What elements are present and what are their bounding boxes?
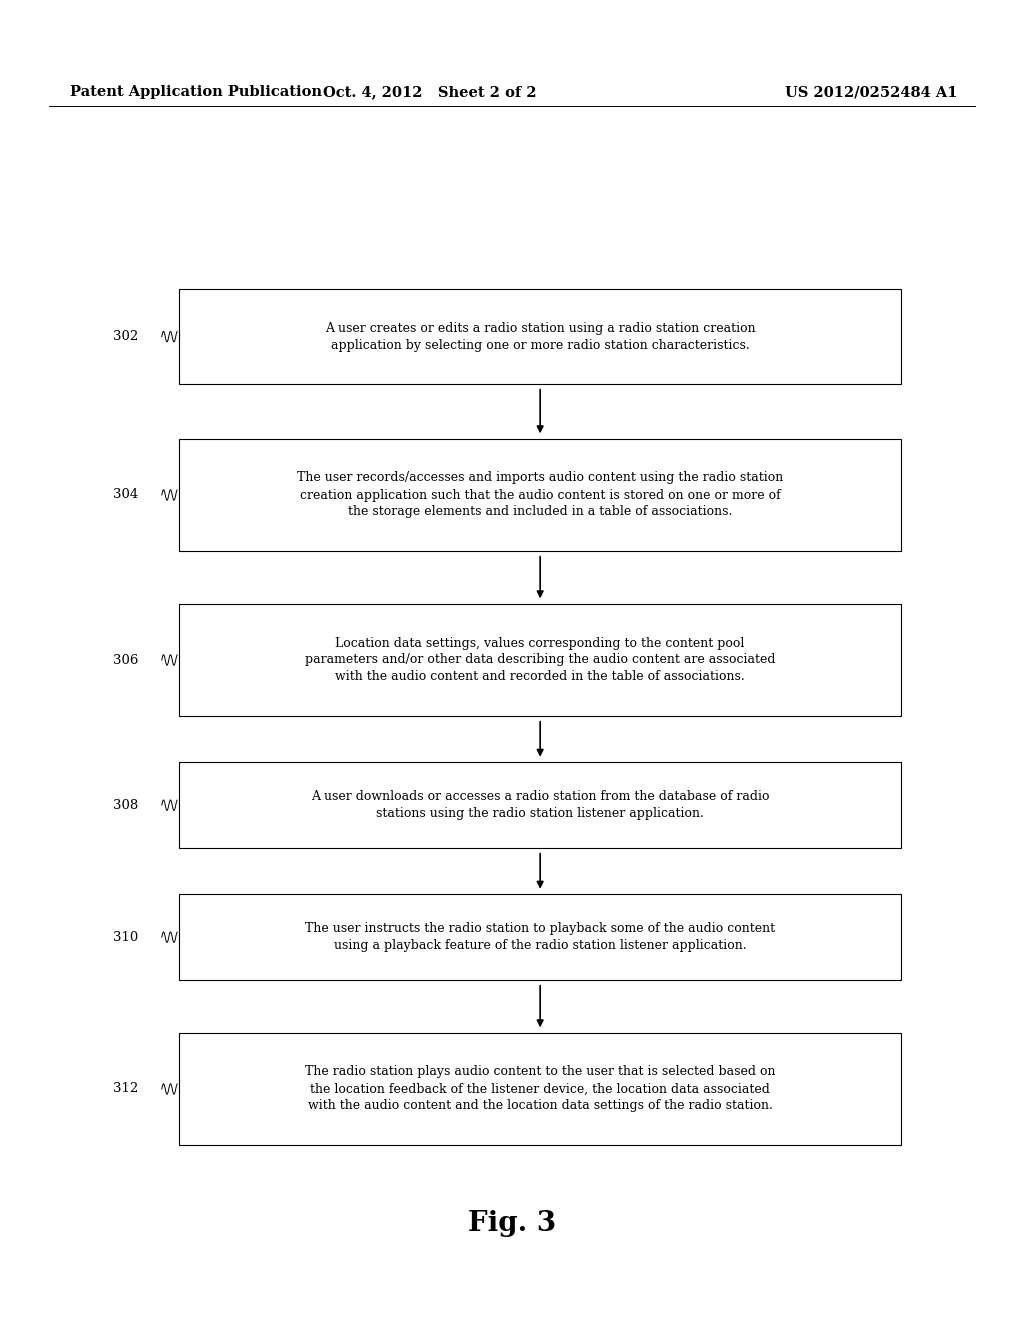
- Bar: [179, 605, 901, 715]
- Text: The radio station plays audio content to the user that is selected based on
the : The radio station plays audio content to…: [305, 1065, 775, 1113]
- Bar: [179, 438, 901, 552]
- Text: 302: 302: [113, 330, 138, 343]
- Text: 310: 310: [113, 931, 138, 944]
- Text: A user downloads or accesses a radio station from the database of radio
stations: A user downloads or accesses a radio sta…: [311, 791, 769, 820]
- Text: Fig. 3: Fig. 3: [468, 1210, 556, 1237]
- Text: Oct. 4, 2012   Sheet 2 of 2: Oct. 4, 2012 Sheet 2 of 2: [324, 86, 537, 99]
- Text: 308: 308: [113, 799, 138, 812]
- Text: 312: 312: [113, 1082, 138, 1096]
- Text: 304: 304: [113, 488, 138, 502]
- Text: Location data settings, values corresponding to the content pool
parameters and/: Location data settings, values correspon…: [305, 636, 775, 684]
- Text: US 2012/0252484 A1: US 2012/0252484 A1: [785, 86, 957, 99]
- Text: Patent Application Publication: Patent Application Publication: [70, 86, 322, 99]
- Bar: [179, 1032, 901, 1146]
- Text: 306: 306: [113, 653, 138, 667]
- Bar: [179, 895, 901, 979]
- Bar: [179, 762, 901, 847]
- Text: The user instructs the radio station to playback some of the audio content
using: The user instructs the radio station to …: [305, 923, 775, 952]
- Text: A user creates or edits a radio station using a radio station creation
applicati: A user creates or edits a radio station …: [325, 322, 756, 351]
- Bar: [179, 289, 901, 384]
- Text: The user records/accesses and imports audio content using the radio station
crea: The user records/accesses and imports au…: [297, 471, 783, 519]
